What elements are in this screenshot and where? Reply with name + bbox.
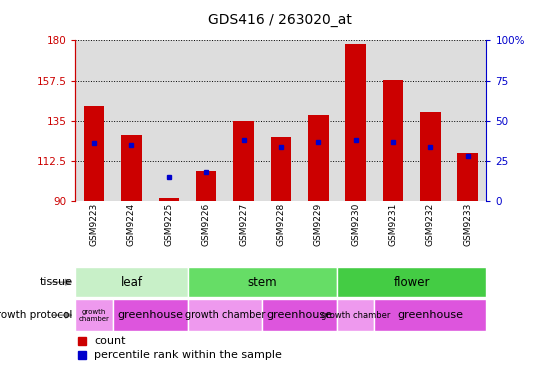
Bar: [337, 299, 375, 331]
Text: count: count: [94, 336, 125, 346]
Text: growth chamber: growth chamber: [321, 311, 390, 320]
Bar: [225, 40, 262, 201]
Bar: [233, 121, 254, 201]
Bar: [375, 40, 411, 201]
Bar: [345, 44, 366, 201]
Bar: [457, 153, 478, 201]
Bar: [308, 115, 329, 201]
Bar: [420, 112, 440, 201]
Text: stem: stem: [248, 276, 277, 289]
Bar: [262, 40, 300, 201]
Text: greenhouse: greenhouse: [397, 310, 463, 320]
Text: growth
chamber: growth chamber: [79, 309, 110, 322]
Bar: [300, 40, 337, 201]
Bar: [383, 80, 403, 201]
Bar: [187, 267, 337, 297]
Bar: [375, 299, 486, 331]
Bar: [75, 267, 187, 297]
Text: leaf: leaf: [121, 276, 143, 289]
Text: GDS416 / 263020_at: GDS416 / 263020_at: [207, 13, 352, 27]
Bar: [150, 40, 187, 201]
Bar: [84, 107, 105, 201]
Bar: [262, 299, 337, 331]
Bar: [187, 299, 262, 331]
Bar: [271, 137, 291, 201]
Text: flower: flower: [394, 276, 430, 289]
Bar: [337, 267, 486, 297]
Bar: [196, 171, 216, 201]
Bar: [159, 198, 179, 201]
Bar: [449, 40, 486, 201]
Text: tissue: tissue: [40, 277, 73, 287]
Bar: [113, 40, 150, 201]
Bar: [187, 40, 225, 201]
Bar: [121, 135, 142, 201]
Bar: [337, 40, 375, 201]
Bar: [113, 299, 187, 331]
Text: growth chamber: growth chamber: [184, 310, 265, 320]
Text: percentile rank within the sample: percentile rank within the sample: [94, 350, 282, 360]
Bar: [75, 40, 113, 201]
Text: greenhouse: greenhouse: [267, 310, 333, 320]
Text: greenhouse: greenhouse: [117, 310, 183, 320]
Bar: [75, 299, 113, 331]
Bar: [411, 40, 449, 201]
Text: growth protocol: growth protocol: [0, 310, 73, 320]
